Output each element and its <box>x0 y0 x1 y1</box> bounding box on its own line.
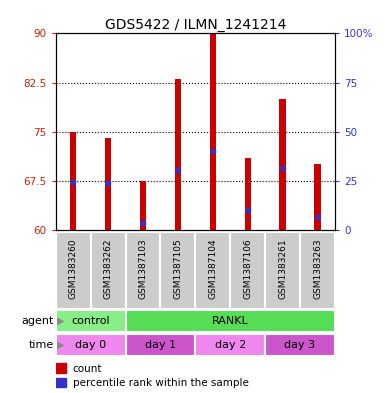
Text: day 0: day 0 <box>75 340 106 350</box>
Text: GSM1387105: GSM1387105 <box>173 238 182 299</box>
Bar <box>265 232 300 309</box>
Bar <box>195 334 265 356</box>
Bar <box>265 334 335 356</box>
Bar <box>126 310 335 332</box>
Bar <box>105 138 111 230</box>
Text: GSM1383260: GSM1383260 <box>69 238 78 299</box>
Text: day 2: day 2 <box>215 340 246 350</box>
Bar <box>56 334 126 356</box>
Text: agent: agent <box>22 316 54 326</box>
Text: ▶: ▶ <box>57 340 64 350</box>
Bar <box>91 232 126 309</box>
Bar <box>210 33 216 230</box>
Bar <box>56 232 91 309</box>
Text: GSM1387104: GSM1387104 <box>208 238 218 299</box>
Bar <box>280 99 286 230</box>
Bar <box>195 232 230 309</box>
Text: GSM1387103: GSM1387103 <box>139 238 147 299</box>
Text: time: time <box>28 340 54 350</box>
Text: GSM1383261: GSM1383261 <box>278 238 287 299</box>
Bar <box>126 334 195 356</box>
Text: ▶: ▶ <box>57 316 64 326</box>
Text: GSM1383263: GSM1383263 <box>313 238 322 299</box>
Bar <box>175 79 181 230</box>
Bar <box>140 181 146 230</box>
Bar <box>56 310 126 332</box>
Bar <box>56 363 66 373</box>
Text: GSM1383262: GSM1383262 <box>104 239 113 299</box>
Text: GSM1387106: GSM1387106 <box>243 238 252 299</box>
Bar <box>315 164 321 230</box>
Text: RANKL: RANKL <box>212 316 249 326</box>
Bar <box>126 232 161 309</box>
Text: count: count <box>72 364 102 374</box>
Bar <box>56 378 66 387</box>
Text: control: control <box>71 316 110 326</box>
Bar <box>300 232 335 309</box>
Text: day 1: day 1 <box>145 340 176 350</box>
Text: percentile rank within the sample: percentile rank within the sample <box>72 378 248 388</box>
Bar <box>244 158 251 230</box>
Text: day 3: day 3 <box>285 340 316 350</box>
Title: GDS5422 / ILMN_1241214: GDS5422 / ILMN_1241214 <box>105 18 286 32</box>
Bar <box>70 132 76 230</box>
Bar <box>230 232 265 309</box>
Bar <box>161 232 195 309</box>
